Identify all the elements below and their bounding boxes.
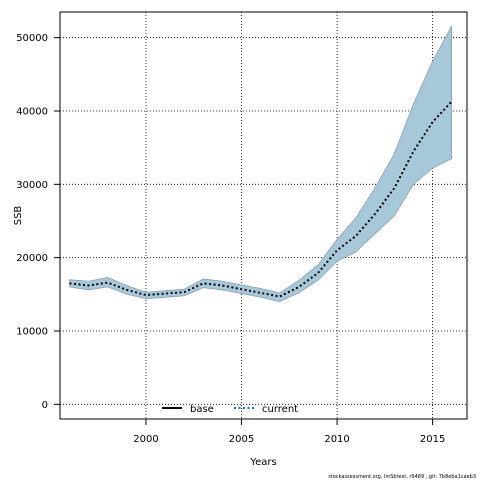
footer-text: stockassessment.org, lmSbtest, r9489 , g… — [328, 474, 476, 480]
x-tick-label: 2010 — [324, 434, 349, 445]
x-axis: 2000 2005 2010 2015 — [133, 419, 445, 445]
y-tick-label: 50000 — [16, 33, 48, 44]
confidence-band — [69, 25, 453, 302]
x-tick-label: 2000 — [133, 434, 158, 445]
legend-label-base: base — [190, 404, 214, 415]
y-tick-label: 30000 — [16, 180, 48, 191]
legend-label-current: current — [262, 404, 298, 415]
series-line-current — [69, 100, 453, 298]
x-tick-label: 2005 — [229, 434, 254, 445]
y-axis-title: SSB — [13, 206, 24, 226]
y-tick-label: 0 — [42, 400, 48, 411]
y-tick-label: 20000 — [16, 253, 48, 264]
x-tick-label: 2015 — [420, 434, 445, 445]
y-axis: 0 10000 20000 30000 40000 50000 — [16, 33, 60, 411]
x-axis-title: Years — [249, 457, 276, 468]
y-tick-label: 10000 — [16, 327, 48, 338]
grid-lines — [60, 12, 467, 419]
legend: base current — [162, 404, 298, 415]
plot-frame — [59, 11, 468, 420]
y-tick-label: 40000 — [16, 107, 48, 118]
